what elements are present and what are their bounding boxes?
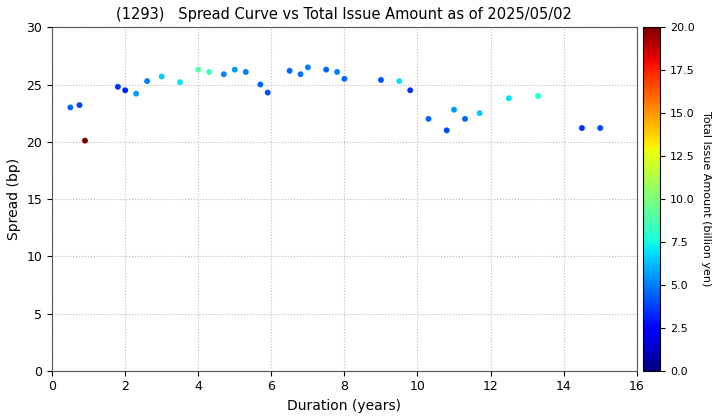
- Point: [375, 76, 387, 83]
- Point: [459, 116, 471, 122]
- Point: [65, 104, 76, 111]
- Point: [284, 68, 295, 74]
- Point: [294, 71, 306, 78]
- Point: [441, 127, 452, 134]
- Point: [192, 66, 204, 73]
- Point: [449, 106, 460, 113]
- Point: [79, 137, 91, 144]
- Point: [405, 87, 416, 94]
- Point: [229, 66, 240, 73]
- Point: [73, 102, 85, 108]
- Point: [120, 87, 131, 94]
- Point: [474, 110, 485, 116]
- Point: [130, 90, 142, 97]
- Point: [141, 78, 153, 84]
- Point: [320, 66, 332, 73]
- Title: (1293)   Spread Curve vs Total Issue Amount as of 2025/05/02: (1293) Spread Curve vs Total Issue Amoun…: [117, 7, 572, 22]
- Point: [331, 68, 343, 75]
- Point: [595, 125, 606, 131]
- Point: [503, 95, 515, 102]
- Point: [218, 71, 230, 78]
- Point: [112, 84, 124, 90]
- Y-axis label: Spread (bp): Spread (bp): [7, 158, 21, 240]
- Y-axis label: Total Issue Amount (billion yen): Total Issue Amount (billion yen): [701, 111, 711, 287]
- Point: [302, 64, 314, 71]
- Point: [423, 116, 434, 122]
- Point: [262, 89, 274, 96]
- Point: [576, 125, 588, 131]
- Point: [240, 68, 251, 75]
- Point: [156, 73, 168, 80]
- Point: [255, 81, 266, 88]
- Point: [174, 79, 186, 86]
- Point: [338, 76, 350, 82]
- Point: [204, 68, 215, 75]
- Point: [393, 78, 405, 84]
- Point: [532, 93, 544, 100]
- X-axis label: Duration (years): Duration (years): [287, 399, 402, 413]
